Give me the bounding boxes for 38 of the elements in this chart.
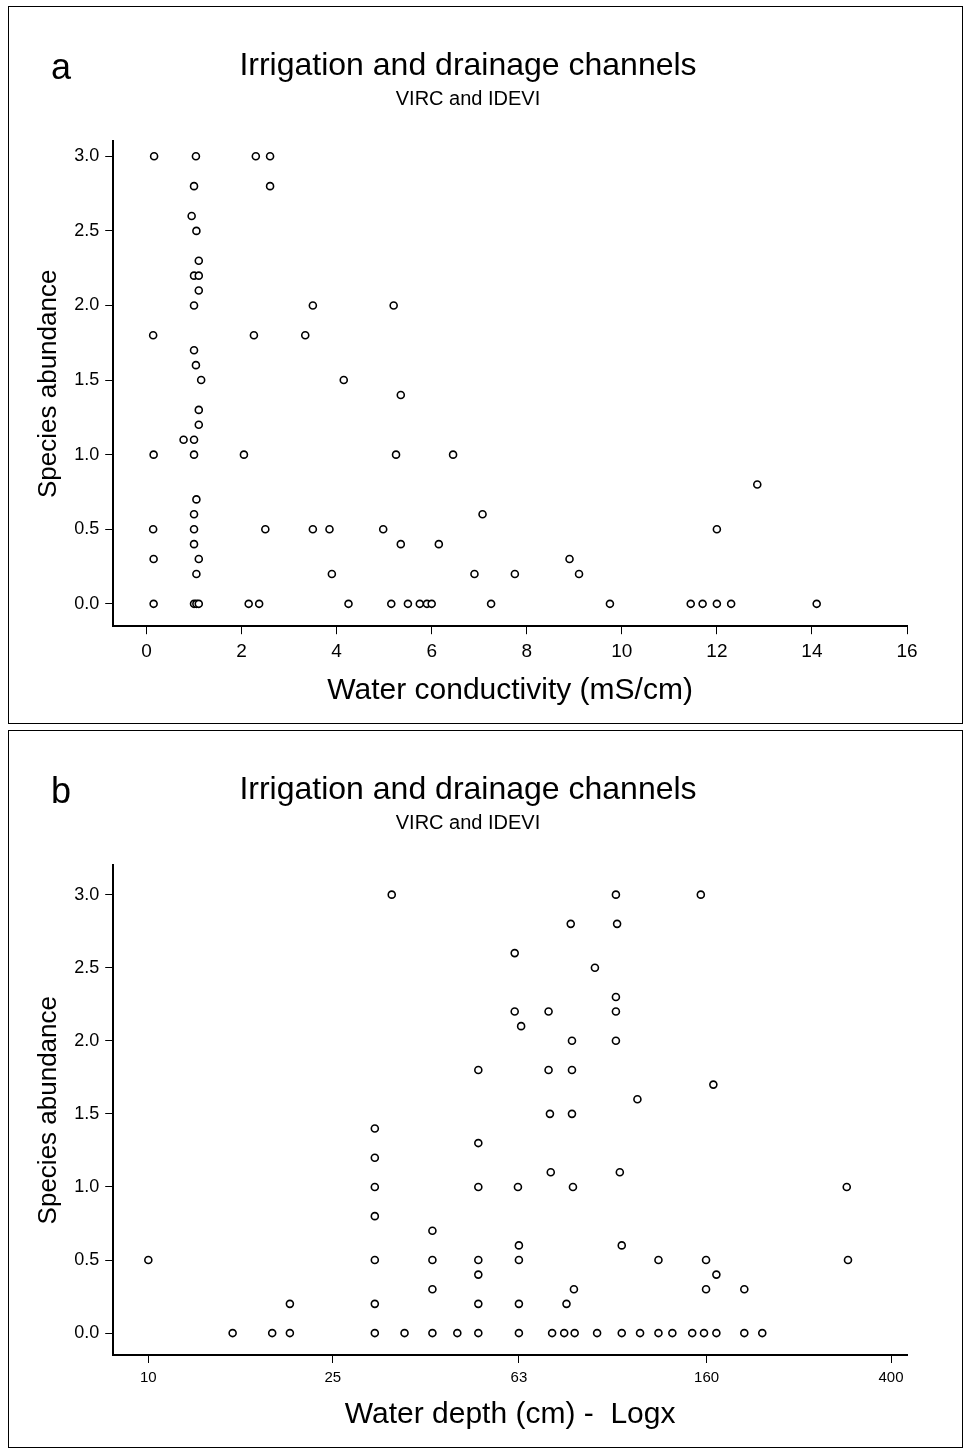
y-tick-label: 0.0 bbox=[74, 592, 100, 613]
text: a bbox=[51, 45, 72, 87]
y-tick-label: 1.5 bbox=[74, 1102, 100, 1123]
y-tick-label: 1.0 bbox=[74, 1175, 100, 1196]
x-tick-label: 400 bbox=[878, 1368, 904, 1386]
y-tick-label: 2.5 bbox=[74, 956, 100, 977]
chart-subtitle: VIRC and IDEVI bbox=[395, 810, 541, 833]
x-axis-title: Water depth (cm) - Logx bbox=[344, 1396, 676, 1430]
x-tick-label: 14 bbox=[801, 639, 823, 661]
chart-title: Irrigation and drainage channels bbox=[239, 46, 697, 83]
x-tick-label: 0 bbox=[141, 639, 152, 661]
text: b bbox=[51, 769, 72, 811]
y-tick-label: 3.0 bbox=[74, 145, 100, 166]
chart-subtitle: VIRC and IDEVI bbox=[395, 86, 541, 109]
x-tick-label: 10 bbox=[611, 639, 633, 661]
chart-title: Irrigation and drainage channels bbox=[239, 770, 697, 807]
x-tick-label: 16 bbox=[896, 639, 918, 661]
y-tick-label: 2.0 bbox=[74, 294, 100, 315]
x-tick-label: 2 bbox=[236, 639, 247, 661]
y-tick-label: 0.5 bbox=[74, 1248, 100, 1269]
y-tick-label: 0.0 bbox=[74, 1322, 100, 1343]
y-tick-label: 1.5 bbox=[74, 369, 100, 390]
y-tick-label: 1.0 bbox=[74, 443, 100, 464]
x-tick-label: 10 bbox=[139, 1368, 157, 1386]
x-tick-label: 6 bbox=[426, 639, 437, 661]
y-tick-label: 2.0 bbox=[74, 1029, 100, 1050]
y-tick-label: 3.0 bbox=[74, 883, 100, 904]
y-axis-title: Species abundance bbox=[31, 269, 62, 498]
x-tick-label: 4 bbox=[331, 639, 343, 661]
x-tick-label: 63 bbox=[510, 1368, 528, 1386]
x-tick-label: 8 bbox=[521, 639, 533, 661]
x-axis-title: Water conductivity (mS/cm) bbox=[327, 672, 693, 706]
y-tick-label: 0.5 bbox=[74, 518, 100, 539]
x-tick-label: 25 bbox=[324, 1368, 342, 1386]
x-tick-label: 160 bbox=[694, 1368, 720, 1386]
y-tick-label: 2.5 bbox=[74, 219, 100, 240]
y-axis-title: Species abundance bbox=[31, 996, 62, 1225]
x-tick-label: 12 bbox=[706, 639, 728, 661]
